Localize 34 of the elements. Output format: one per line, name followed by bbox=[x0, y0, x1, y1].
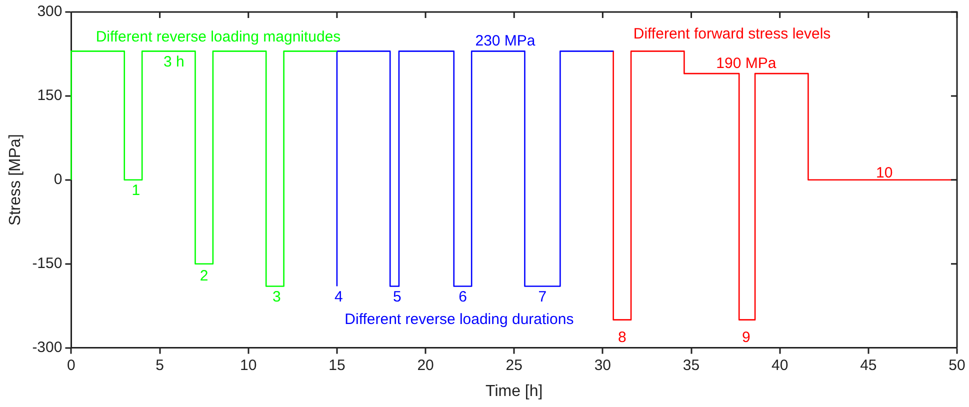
y-tick-label: -300 bbox=[32, 338, 62, 356]
annotation: 10 bbox=[876, 164, 893, 182]
annotation: 1 bbox=[132, 182, 140, 200]
annotation: 230 MPa bbox=[475, 32, 536, 50]
x-tick-label: 15 bbox=[328, 356, 346, 374]
annotation: Different reverse loading magnitudes bbox=[96, 28, 341, 46]
x-tick-label: 45 bbox=[860, 356, 877, 374]
x-tick-label: 50 bbox=[948, 356, 966, 374]
annotation: 5 bbox=[393, 288, 402, 306]
y-tick-label: 150 bbox=[37, 87, 62, 104]
annotation: 7 bbox=[538, 288, 547, 306]
x-tick-label: 30 bbox=[594, 356, 612, 374]
annotation: 8 bbox=[618, 328, 626, 346]
y-tick-label: 300 bbox=[37, 3, 62, 20]
annotation: 190 MPa bbox=[716, 55, 777, 72]
x-tick-label: 0 bbox=[67, 356, 76, 374]
x-tick-label: 25 bbox=[506, 356, 522, 374]
annotation: 3 h bbox=[164, 54, 184, 71]
annotation: Different forward stress levels bbox=[633, 26, 831, 43]
y-axis-title: Stress [MPa] bbox=[7, 134, 24, 226]
annotation: Different reverse loading durations bbox=[344, 311, 574, 328]
annotation: 4 bbox=[334, 288, 343, 306]
x-tick-label: 20 bbox=[417, 356, 434, 374]
annotation: 2 bbox=[200, 267, 208, 284]
x-axis-title: Time [h] bbox=[486, 382, 543, 400]
annotation: 3 bbox=[272, 288, 281, 306]
annotation: 9 bbox=[742, 328, 750, 346]
x-tick-label: 5 bbox=[156, 356, 164, 374]
x-tick-label: 35 bbox=[682, 356, 700, 374]
x-tick-label: 40 bbox=[772, 356, 788, 374]
y-tick-label: 0 bbox=[54, 171, 62, 188]
annotation: 6 bbox=[458, 288, 467, 306]
x-tick-label: 10 bbox=[240, 356, 257, 374]
y-tick-label: -150 bbox=[32, 254, 62, 272]
